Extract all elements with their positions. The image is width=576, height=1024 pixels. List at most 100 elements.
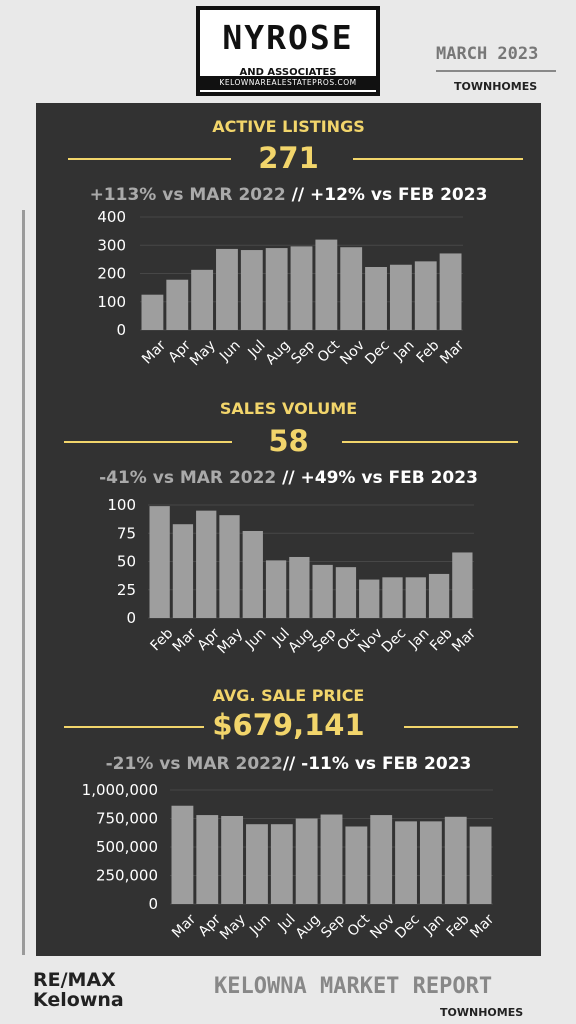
side-accent-line (22, 210, 25, 955)
x-tick-label: May (214, 625, 246, 657)
x-tick-label: Feb (444, 911, 473, 940)
bar (216, 248, 238, 330)
bar (149, 506, 170, 618)
x-tick-label: Oct (315, 337, 344, 366)
comparison-separator: // (276, 468, 301, 488)
brand-line-2: Kelowna (33, 989, 124, 1011)
bar (439, 253, 462, 330)
x-tick-label: Dec (392, 911, 422, 941)
bar (240, 250, 263, 330)
bar (312, 564, 333, 618)
x-tick-label: Oct (345, 911, 374, 940)
bar (315, 239, 338, 330)
y-tick-label: 75 (117, 524, 136, 542)
y-tick-label: 1,000,000 (82, 781, 158, 799)
x-tick-label: May (217, 911, 249, 943)
bar (289, 556, 310, 618)
x-tick-label: Jun (246, 911, 273, 938)
y-tick-label: 50 (117, 553, 136, 571)
x-tick-label: Oct (334, 625, 363, 654)
bar (196, 815, 219, 904)
bar (295, 818, 318, 904)
x-tick-label: Aug (293, 911, 324, 942)
active-listings-title: ACTIVE LISTINGS (212, 117, 365, 136)
x-tick-label: May (187, 337, 219, 369)
x-tick-label: Feb (148, 625, 177, 654)
bar (469, 826, 492, 904)
comparison-separator: // (282, 754, 302, 774)
y-tick-label: 250,000 (96, 867, 158, 885)
x-tick-label: Mar (170, 625, 200, 655)
bar (246, 824, 268, 904)
bar (290, 246, 313, 330)
bar (428, 573, 450, 618)
sales-volume-value: 58 (268, 424, 309, 458)
y-tick-label: 750,000 (96, 810, 158, 828)
property-type: TOWNHOMES (454, 80, 538, 93)
bar (270, 824, 293, 904)
avg-sale-price-comparison: -21% vs MAR 2022// -11% vs FEB 2023 (36, 754, 541, 774)
brand-line-1: RE/MAX (33, 969, 116, 991)
x-tick-label: Mar (139, 337, 169, 367)
x-tick-label: Jan (405, 625, 432, 652)
bar (370, 815, 393, 904)
bar (345, 826, 368, 904)
x-tick-label: Nov (337, 337, 368, 368)
active-listings-comparison: +113% vs MAR 2022 // +12% vs FEB 2023 (36, 185, 541, 205)
y-tick-label: 100 (107, 496, 136, 514)
x-tick-label: Feb (427, 625, 456, 654)
comparison-month: -11% vs FEB 2023 (301, 754, 472, 774)
sales-volume-title: SALES VOLUME (219, 399, 358, 418)
y-tick-label: 0 (126, 609, 136, 627)
x-tick-label: Feb (414, 337, 443, 366)
logo-subtitle: AND ASSOCIATES (239, 67, 337, 78)
logo: NYROSE AND ASSOCIATES KELOWNAREALESTATEP… (196, 6, 380, 96)
bar (191, 269, 214, 330)
title-rule-right (404, 726, 518, 728)
bar (444, 816, 467, 904)
x-tick-label: Mar (467, 911, 497, 941)
sales-volume-comparison: -41% vs MAR 2022 // +49% vs FEB 2023 (36, 468, 541, 488)
bar (335, 567, 357, 618)
x-tick-label: Nov (367, 911, 398, 942)
bar (171, 805, 194, 904)
x-tick-label: Mar (169, 911, 199, 941)
remax-brand: RE/MAX Kelowna (33, 970, 124, 1010)
bar (340, 247, 363, 330)
bar (219, 515, 240, 618)
bar (365, 267, 387, 330)
comparison-month: +12% vs FEB 2023 (310, 185, 488, 205)
y-tick-label: 500,000 (96, 838, 158, 856)
bar (419, 821, 442, 904)
footer-property-type: TOWNHOMES (440, 1006, 524, 1019)
month-divider (436, 70, 556, 72)
y-tick-label: 0 (148, 895, 158, 913)
y-tick-label: 100 (97, 293, 126, 311)
logo-name: NYROSE (222, 18, 354, 57)
comparison-month: +49% vs FEB 2023 (300, 468, 478, 488)
x-tick-label: Dec (362, 337, 392, 367)
comparison-year: -21% vs MAR 2022 (105, 754, 283, 774)
comparison-year: +113% vs MAR 2022 (89, 185, 286, 205)
bar (395, 821, 417, 904)
bar (221, 815, 244, 904)
report-month: MARCH 2023 (436, 44, 539, 64)
x-tick-label: Jan (390, 337, 417, 364)
comparison-year: -41% vs MAR 2022 (99, 468, 277, 488)
y-tick-label: 300 (97, 236, 126, 254)
bar (265, 560, 287, 618)
bar (359, 579, 380, 618)
bar (382, 577, 403, 618)
title-rule-right (342, 441, 518, 443)
bar (196, 510, 217, 618)
title-rule-right (353, 158, 523, 160)
y-tick-label: 200 (97, 265, 126, 283)
x-tick-label: Jan (420, 911, 447, 938)
y-tick-label: 25 (117, 581, 136, 599)
y-tick-label: 0 (116, 321, 126, 339)
bar (405, 577, 426, 618)
title-rule-left (64, 726, 204, 728)
bar (452, 552, 473, 618)
title-rule-left (64, 441, 232, 443)
